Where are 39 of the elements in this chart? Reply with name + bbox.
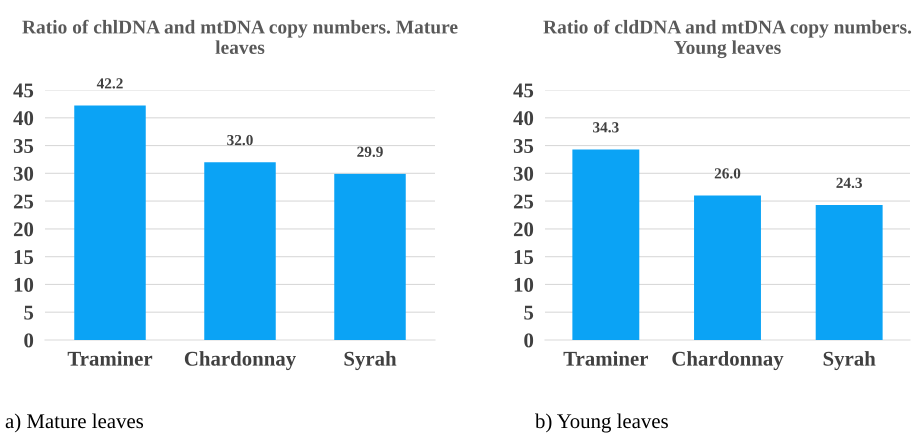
bar <box>74 106 146 340</box>
chart-title: Ratio of cldDNA and mtDNA copy numbers. Young leaves <box>543 20 912 58</box>
y-tick-label: 0 <box>24 333 34 348</box>
text: a) Mature leaves <box>6 414 144 432</box>
y-tick-label: 30 <box>14 166 34 181</box>
data-label: 42.2 <box>96 78 123 89</box>
y-tick-label: 15 <box>514 250 534 264</box>
x-tick-label: Syrah <box>344 351 396 370</box>
y-tick-label: 10 <box>514 278 534 292</box>
y-tick-label: 45 <box>13 84 34 98</box>
y-tick-label: 40 <box>513 111 534 126</box>
data-label: 26.0 <box>714 168 740 179</box>
y-tick-label: 5 <box>24 306 34 320</box>
y-tick-label: 40 <box>13 111 34 126</box>
y-tick-label: 20 <box>514 222 534 236</box>
bar <box>204 162 276 340</box>
x-tick-label: Chardonnay <box>184 351 296 370</box>
data-label: 29.9 <box>357 146 383 157</box>
x-tick-label: Chardonnay <box>672 351 784 370</box>
y-tick-label: 15 <box>14 250 34 264</box>
data-label: 34.3 <box>593 122 619 133</box>
y-tick-label: 45 <box>513 84 534 98</box>
chart-title: Ratio of chlDNA and mtDNA copy numbers. Mature leaves <box>22 20 458 54</box>
x-tick-label: Traminer <box>68 351 152 366</box>
x-tick-label: Traminer <box>564 351 648 366</box>
y-tick-label: 20 <box>14 222 34 236</box>
text: b) Young leaves <box>535 414 668 432</box>
y-tick-label: 35 <box>14 138 34 153</box>
data-label: 24.3 <box>836 178 862 188</box>
y-tick-label: 35 <box>514 138 534 153</box>
y-tick-label: 25 <box>514 194 534 209</box>
bar <box>334 174 406 340</box>
data-label: 32.0 <box>227 134 253 146</box>
y-tick-label: 10 <box>14 278 34 292</box>
y-tick-label: 30 <box>514 166 534 181</box>
x-tick-label: Syrah <box>824 351 876 370</box>
y-tick-label: 25 <box>14 194 34 209</box>
y-tick-label: 5 <box>524 306 534 320</box>
y-tick-label: 0 <box>524 333 534 348</box>
